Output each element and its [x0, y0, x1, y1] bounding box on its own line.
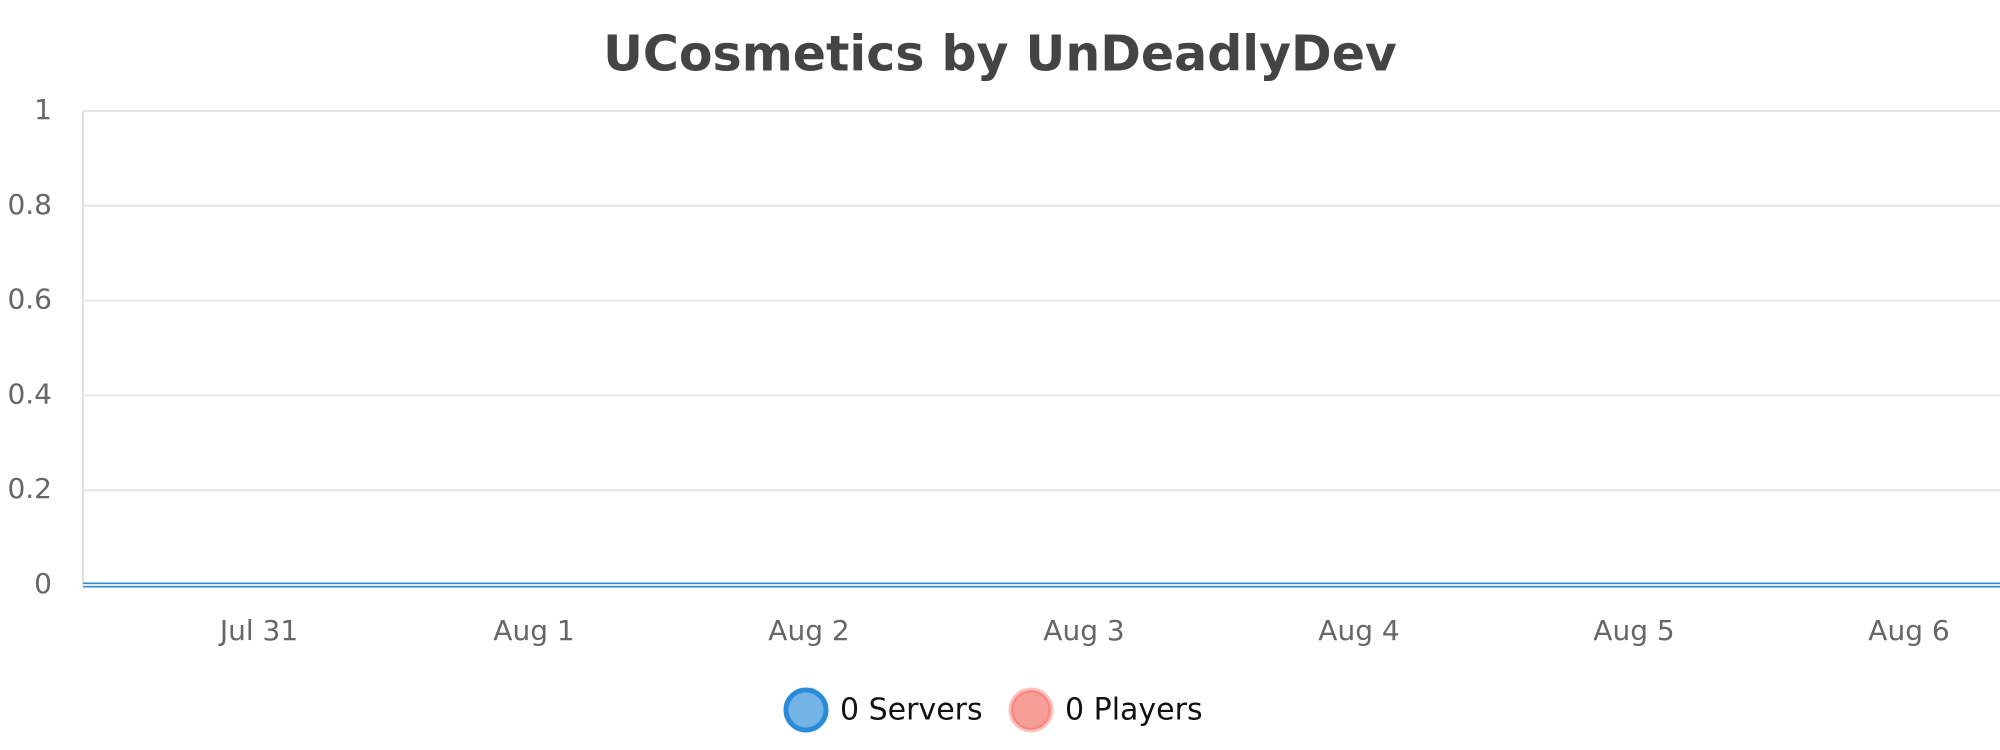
y-tick-label: 0.6	[7, 283, 52, 316]
x-tick-label: Aug 3	[1043, 614, 1124, 647]
legend-swatch	[1008, 687, 1054, 733]
x-tick-label: Aug 4	[1318, 614, 1399, 647]
y-tick-label: 1	[34, 93, 52, 126]
x-tick-label: Aug 1	[493, 614, 574, 647]
y-tick-label: 0.8	[7, 188, 52, 221]
chart-title: UCosmetics by UnDeadlyDev	[603, 26, 1397, 83]
x-tick-label: Aug 6	[1868, 614, 1949, 647]
y-tick-label: 0.4	[7, 377, 52, 410]
legend-label: 0 Players	[1065, 693, 1203, 728]
legend-label: 0 Servers	[840, 693, 983, 728]
x-tick-label: Aug 2	[768, 614, 849, 647]
x-tick-label: Jul 31	[218, 614, 298, 647]
y-tick-label: 0.2	[7, 472, 52, 505]
legend-swatch	[783, 687, 829, 733]
x-tick-label: Aug 5	[1593, 614, 1674, 647]
y-tick-label: 0	[34, 567, 52, 600]
